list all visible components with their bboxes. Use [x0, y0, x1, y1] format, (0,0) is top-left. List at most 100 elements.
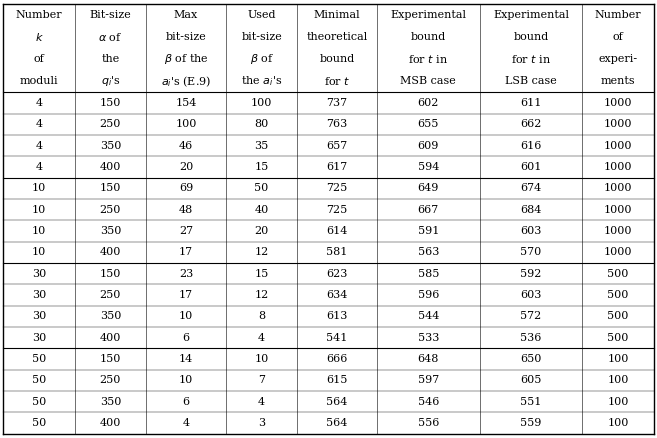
Text: 725: 725 [327, 184, 348, 193]
Text: 250: 250 [100, 120, 121, 129]
Text: 30: 30 [32, 332, 46, 343]
Text: 564: 564 [327, 397, 348, 406]
Text: $q_i$'s: $q_i$'s [101, 74, 120, 88]
Text: 10: 10 [179, 375, 193, 385]
Text: 46: 46 [179, 141, 193, 151]
Text: 100: 100 [251, 98, 272, 108]
Text: $\alpha$ of: $\alpha$ of [99, 32, 123, 43]
Text: 500: 500 [607, 332, 629, 343]
Text: 559: 559 [520, 418, 541, 428]
Text: MSB case: MSB case [401, 76, 456, 86]
Text: 1000: 1000 [604, 162, 632, 172]
Text: the: the [101, 54, 120, 64]
Text: 40: 40 [254, 205, 269, 215]
Text: 17: 17 [179, 247, 193, 258]
Text: bound: bound [411, 32, 446, 42]
Text: of: of [34, 54, 45, 64]
Text: 662: 662 [520, 120, 541, 129]
Text: 10: 10 [254, 354, 269, 364]
Text: 592: 592 [520, 268, 541, 279]
Text: 27: 27 [179, 226, 193, 236]
Text: 655: 655 [418, 120, 439, 129]
Text: 763: 763 [327, 120, 348, 129]
Text: 15: 15 [254, 162, 269, 172]
Text: 546: 546 [418, 397, 439, 406]
Text: Used: Used [247, 11, 276, 21]
Text: 50: 50 [254, 184, 269, 193]
Text: 350: 350 [100, 226, 121, 236]
Text: Number: Number [595, 11, 641, 21]
Text: 69: 69 [179, 184, 193, 193]
Text: 617: 617 [327, 162, 348, 172]
Text: for $t$ in: for $t$ in [409, 53, 448, 65]
Text: 50: 50 [32, 354, 46, 364]
Text: 684: 684 [520, 205, 541, 215]
Text: $k$: $k$ [35, 32, 43, 43]
Text: 602: 602 [418, 98, 439, 108]
Text: 250: 250 [100, 290, 121, 300]
Text: 623: 623 [327, 268, 348, 279]
Text: 350: 350 [100, 397, 121, 406]
Text: 4: 4 [35, 120, 43, 129]
Text: $\beta$ of the: $\beta$ of the [164, 53, 208, 67]
Text: 596: 596 [418, 290, 439, 300]
Text: 615: 615 [327, 375, 348, 385]
Text: 154: 154 [175, 98, 196, 108]
Text: 581: 581 [327, 247, 348, 258]
Text: Max: Max [174, 11, 198, 21]
Text: for $t$ in: for $t$ in [511, 53, 551, 65]
Text: 594: 594 [418, 162, 439, 172]
Text: 150: 150 [100, 98, 121, 108]
Text: 350: 350 [100, 311, 121, 321]
Text: 500: 500 [607, 290, 629, 300]
Text: 12: 12 [254, 290, 269, 300]
Text: 591: 591 [418, 226, 439, 236]
Text: 1000: 1000 [604, 205, 632, 215]
Text: 536: 536 [520, 332, 541, 343]
Text: 7: 7 [258, 375, 265, 385]
Text: 20: 20 [179, 162, 193, 172]
Text: 350: 350 [100, 141, 121, 151]
Text: 674: 674 [520, 184, 541, 193]
Text: 400: 400 [100, 162, 121, 172]
Text: 605: 605 [520, 375, 541, 385]
Text: 725: 725 [327, 205, 348, 215]
Text: 400: 400 [100, 247, 121, 258]
Text: 30: 30 [32, 268, 46, 279]
Text: 150: 150 [100, 354, 121, 364]
Text: 10: 10 [32, 184, 46, 193]
Text: 100: 100 [607, 354, 629, 364]
Text: the $a_i$'s: the $a_i$'s [241, 74, 283, 88]
Text: $\beta$ of: $\beta$ of [250, 53, 274, 67]
Text: 4: 4 [183, 418, 190, 428]
Text: 400: 400 [100, 332, 121, 343]
Text: 4: 4 [258, 397, 265, 406]
Text: moduli: moduli [20, 76, 58, 86]
Text: 80: 80 [254, 120, 269, 129]
Text: 648: 648 [418, 354, 439, 364]
Text: Experimental: Experimental [390, 11, 466, 21]
Text: 585: 585 [418, 268, 439, 279]
Text: 572: 572 [520, 311, 541, 321]
Text: 50: 50 [32, 397, 46, 406]
Text: 634: 634 [327, 290, 348, 300]
Text: 614: 614 [327, 226, 348, 236]
Text: 613: 613 [327, 311, 348, 321]
Text: 1000: 1000 [604, 226, 632, 236]
Text: 100: 100 [607, 375, 629, 385]
Text: 650: 650 [520, 354, 541, 364]
Text: Number: Number [16, 11, 62, 21]
Text: theoretical: theoretical [307, 32, 368, 42]
Text: 30: 30 [32, 311, 46, 321]
Text: 4: 4 [35, 162, 43, 172]
Text: 20: 20 [254, 226, 269, 236]
Text: 4: 4 [35, 141, 43, 151]
Text: 597: 597 [418, 375, 439, 385]
Text: 6: 6 [183, 332, 190, 343]
Text: 50: 50 [32, 418, 46, 428]
Text: 657: 657 [327, 141, 348, 151]
Text: 1000: 1000 [604, 120, 632, 129]
Text: 150: 150 [100, 268, 121, 279]
Text: 100: 100 [607, 418, 629, 428]
Text: 541: 541 [327, 332, 348, 343]
